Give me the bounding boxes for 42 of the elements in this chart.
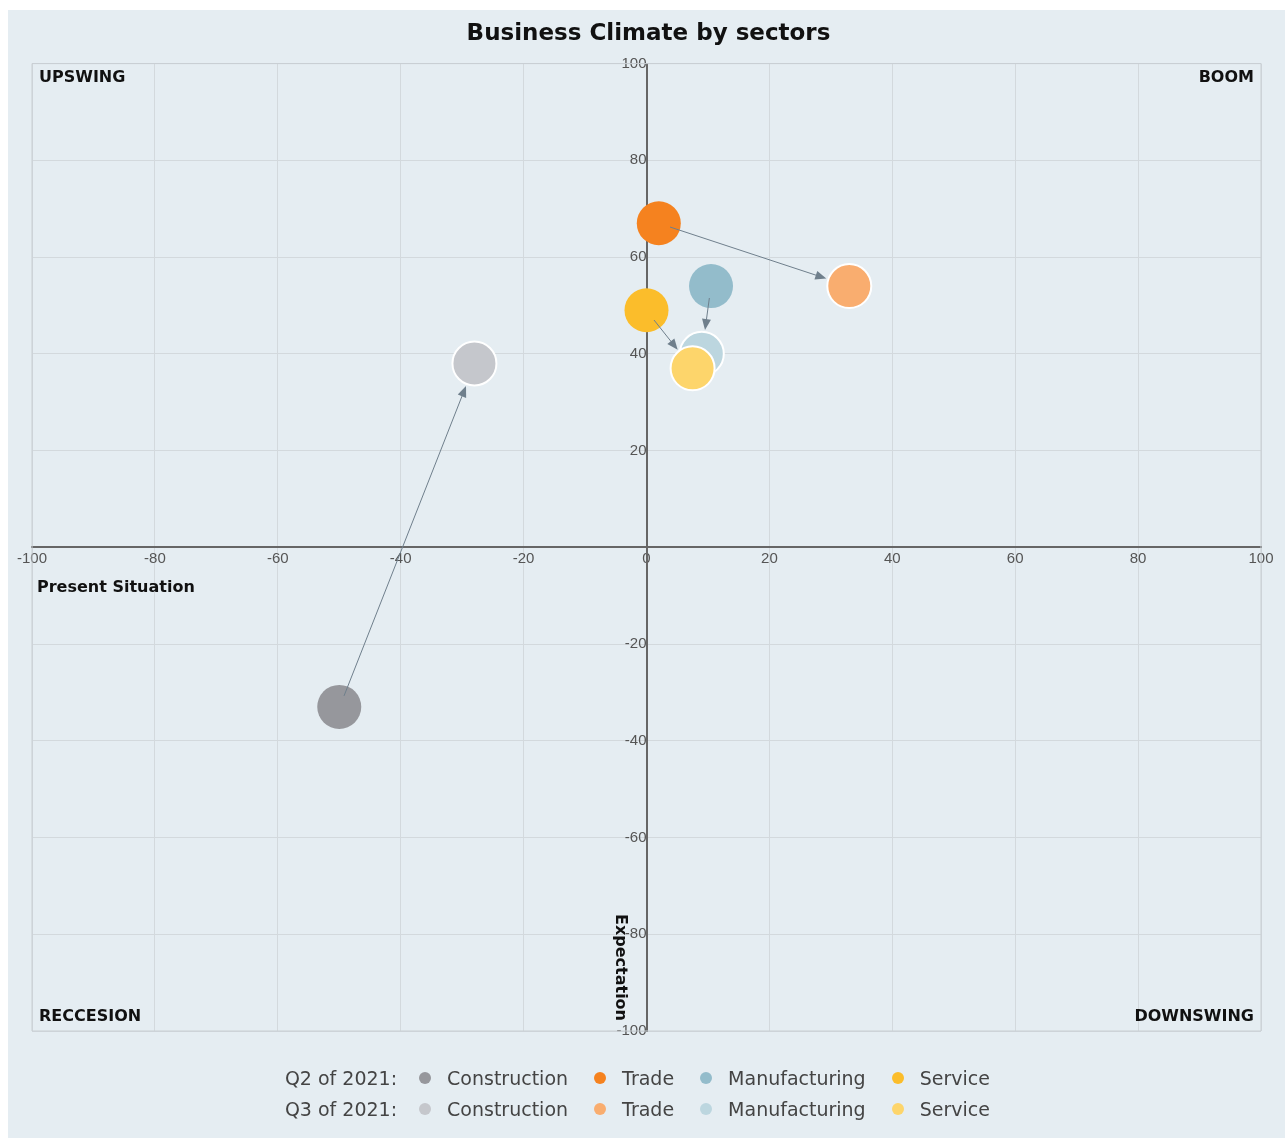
legend-label: Service: [919, 1066, 990, 1089]
annotation: UPSWING: [39, 66, 126, 86]
y-tick-label: 40: [629, 343, 647, 361]
x-tick-label: 60: [1006, 549, 1024, 567]
legend-label: Trade: [622, 1066, 675, 1089]
legend-label: Service: [919, 1097, 990, 1120]
x-tick-label: -100: [16, 549, 48, 567]
x-tick-label: 100: [1248, 549, 1274, 567]
y-tick-label: -40: [624, 730, 647, 748]
x-tick-label: -20: [512, 549, 535, 567]
y-tick-label: 100: [621, 53, 647, 71]
x-tick-label: -40: [389, 549, 412, 567]
text: Q3 of 2021:: [283, 1097, 398, 1120]
y-tick-label: 80: [629, 150, 647, 168]
point: [669, 345, 716, 392]
y-tick-label: 20: [629, 440, 647, 458]
legend-label: Manufacturing: [728, 1097, 866, 1120]
x-tick-label: 40: [883, 549, 901, 567]
legend-label: Trade: [622, 1097, 675, 1120]
x-axis-title: Present Situation: [37, 577, 195, 597]
chart-title: Business Climate by sectors: [466, 18, 831, 45]
point: [451, 340, 498, 387]
y-tick-label: -20: [624, 634, 647, 652]
y-tick-label: 60: [629, 247, 647, 265]
annotation: DOWNSWING: [1134, 1006, 1254, 1026]
point: [317, 684, 362, 729]
annotation: BOOM: [1198, 66, 1254, 86]
y-tick-label: -60: [624, 827, 647, 845]
point: [624, 288, 669, 333]
x-tick-label: 20: [761, 549, 778, 567]
text: Q2 of 2021:: [283, 1066, 398, 1089]
x-tick-label: -60: [266, 549, 289, 567]
point: [636, 201, 681, 246]
legend-label: Manufacturing: [728, 1066, 866, 1089]
x-tick-label: -80: [144, 549, 166, 567]
annotation: RECCESION: [39, 1006, 142, 1026]
y-tick-label: -100: [616, 1021, 647, 1039]
legend-label: Construction: [447, 1097, 569, 1120]
x-tick-label: 80: [1129, 549, 1147, 567]
point: [826, 263, 873, 310]
point: [689, 264, 734, 309]
legend-label: Construction: [447, 1066, 569, 1089]
